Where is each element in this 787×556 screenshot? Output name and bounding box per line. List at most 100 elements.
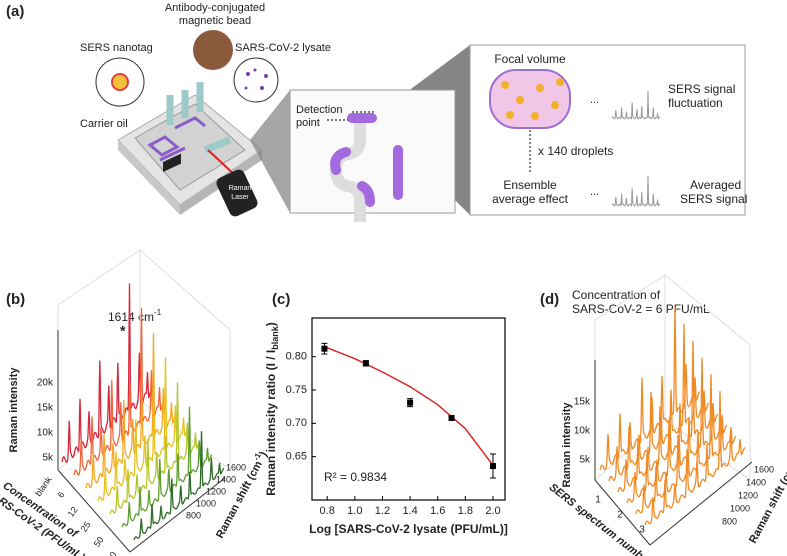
bead	[193, 30, 233, 70]
y-tick-label: 0.80	[286, 351, 307, 363]
spectrum	[611, 90, 660, 120]
tick-label: 3	[639, 525, 645, 536]
plot-frame	[311, 317, 506, 501]
x-tick-label: 1.4	[402, 505, 417, 517]
y-tick-label: 0.75	[286, 384, 307, 396]
y-tick-label: 0.65	[286, 451, 307, 463]
tick-label: 5k	[579, 455, 591, 466]
chip-top	[134, 103, 246, 191]
x-axis-label: Log [SARS-CoV-2 lysate (PFU/mL)]	[309, 522, 508, 536]
label-part: )	[264, 322, 278, 326]
axis	[129, 477, 226, 553]
label: Carrier oil	[80, 118, 128, 130]
y-axis-label: Raman intensity ratio (I / Iblank)	[264, 322, 280, 496]
spectrum	[85, 332, 177, 489]
x-tick-label: 0.8	[320, 505, 335, 517]
tick-label: 20k	[37, 378, 54, 389]
label: Detection	[296, 104, 342, 116]
zoom-wedge	[250, 90, 290, 213]
tick-label: 1600	[754, 464, 774, 474]
label: Focal volume	[494, 52, 566, 66]
peak-label: 1614 cm-1	[108, 308, 162, 324]
point	[448, 415, 455, 421]
tick-label: 50	[92, 535, 106, 549]
tick-label: 2	[617, 510, 623, 521]
label: SERS nanotag	[80, 42, 153, 54]
spectrum	[61, 283, 153, 464]
spectrum	[133, 431, 225, 541]
label: magnetic bead	[179, 15, 251, 27]
point	[321, 345, 328, 352]
spectrum	[97, 357, 189, 502]
point	[362, 360, 369, 367]
axis-label: Raman intensity	[561, 402, 573, 488]
label: ...	[590, 94, 599, 106]
droplets	[330, 113, 403, 207]
label: fluctuation	[668, 96, 723, 110]
tick-label: 1000	[730, 503, 750, 513]
laser	[216, 169, 258, 217]
axis	[594, 479, 651, 546]
label: Raman	[229, 185, 252, 192]
label: point	[296, 117, 320, 129]
panel-label: (b)	[6, 291, 25, 308]
axis-label: Raman intensity	[8, 367, 20, 453]
tick-label: 1200	[206, 486, 226, 496]
label: Ensemble	[503, 178, 557, 192]
label: SERS signal	[668, 82, 735, 96]
tick-label: 6	[56, 490, 67, 500]
tick-label: 100	[102, 550, 119, 556]
label: Averaged	[690, 178, 741, 192]
fit-line	[324, 345, 494, 466]
spectrum	[121, 406, 213, 528]
magnet	[163, 153, 181, 172]
axis	[649, 461, 753, 546]
nanotags	[501, 78, 564, 120]
tick-label: 5k	[42, 453, 54, 464]
x-tick-label: 1.0	[347, 505, 362, 517]
title: SARS-CoV-2 = 6 PFU/mL	[572, 302, 710, 316]
scatter-plot: 0.8 1.0 1.2 1.4 1.6 1.8 2.0 0.65 0.70 0.75 0.80 Log…	[264, 317, 508, 536]
tick-label: 1400	[216, 474, 236, 484]
annotation: R² = 0.9834	[324, 470, 387, 484]
tick-label: 800	[186, 510, 201, 520]
inset	[469, 44, 746, 216]
y-tick-label: 0.70	[286, 417, 307, 429]
tick-label: 1200	[738, 490, 758, 500]
lysate-dots	[244, 68, 268, 90]
label: x 140 droplets	[538, 144, 613, 158]
mini-spectra	[611, 90, 661, 207]
chip-side	[118, 140, 180, 215]
label: Laser	[231, 194, 249, 201]
label-part: Raman intensity ratio (I / I	[264, 350, 278, 496]
spectrum	[109, 381, 201, 515]
tick-label: 800	[722, 516, 737, 526]
label: average effect	[492, 192, 568, 206]
spectrum	[644, 391, 746, 526]
tubes	[166, 82, 232, 154]
label: ...	[590, 186, 599, 198]
tick-label: 10k	[37, 428, 54, 439]
label-part: blank	[270, 325, 280, 350]
spectrum	[611, 175, 661, 207]
title: Concentration of	[572, 288, 661, 302]
axis-label: SERS spectrum number	[547, 481, 654, 556]
tick-label: 25	[79, 520, 93, 534]
nanotag	[111, 73, 129, 91]
x-tick-label: 1.2	[375, 505, 390, 517]
lysate-circle	[233, 57, 279, 103]
tick-label: 1000	[196, 498, 216, 508]
tick-label: 15k	[574, 397, 591, 408]
label: SARS-CoV-2 lysate	[235, 42, 331, 54]
x-tick-label: 1.8	[458, 505, 473, 517]
panel-label: (c)	[272, 291, 290, 308]
panel-label: (a)	[6, 3, 24, 20]
channels	[147, 116, 206, 162]
tick-label: 10k	[574, 426, 591, 437]
star: *	[120, 323, 126, 339]
point	[489, 463, 496, 469]
label: SERS signal	[680, 192, 747, 206]
tick-label: 1400	[746, 477, 766, 487]
